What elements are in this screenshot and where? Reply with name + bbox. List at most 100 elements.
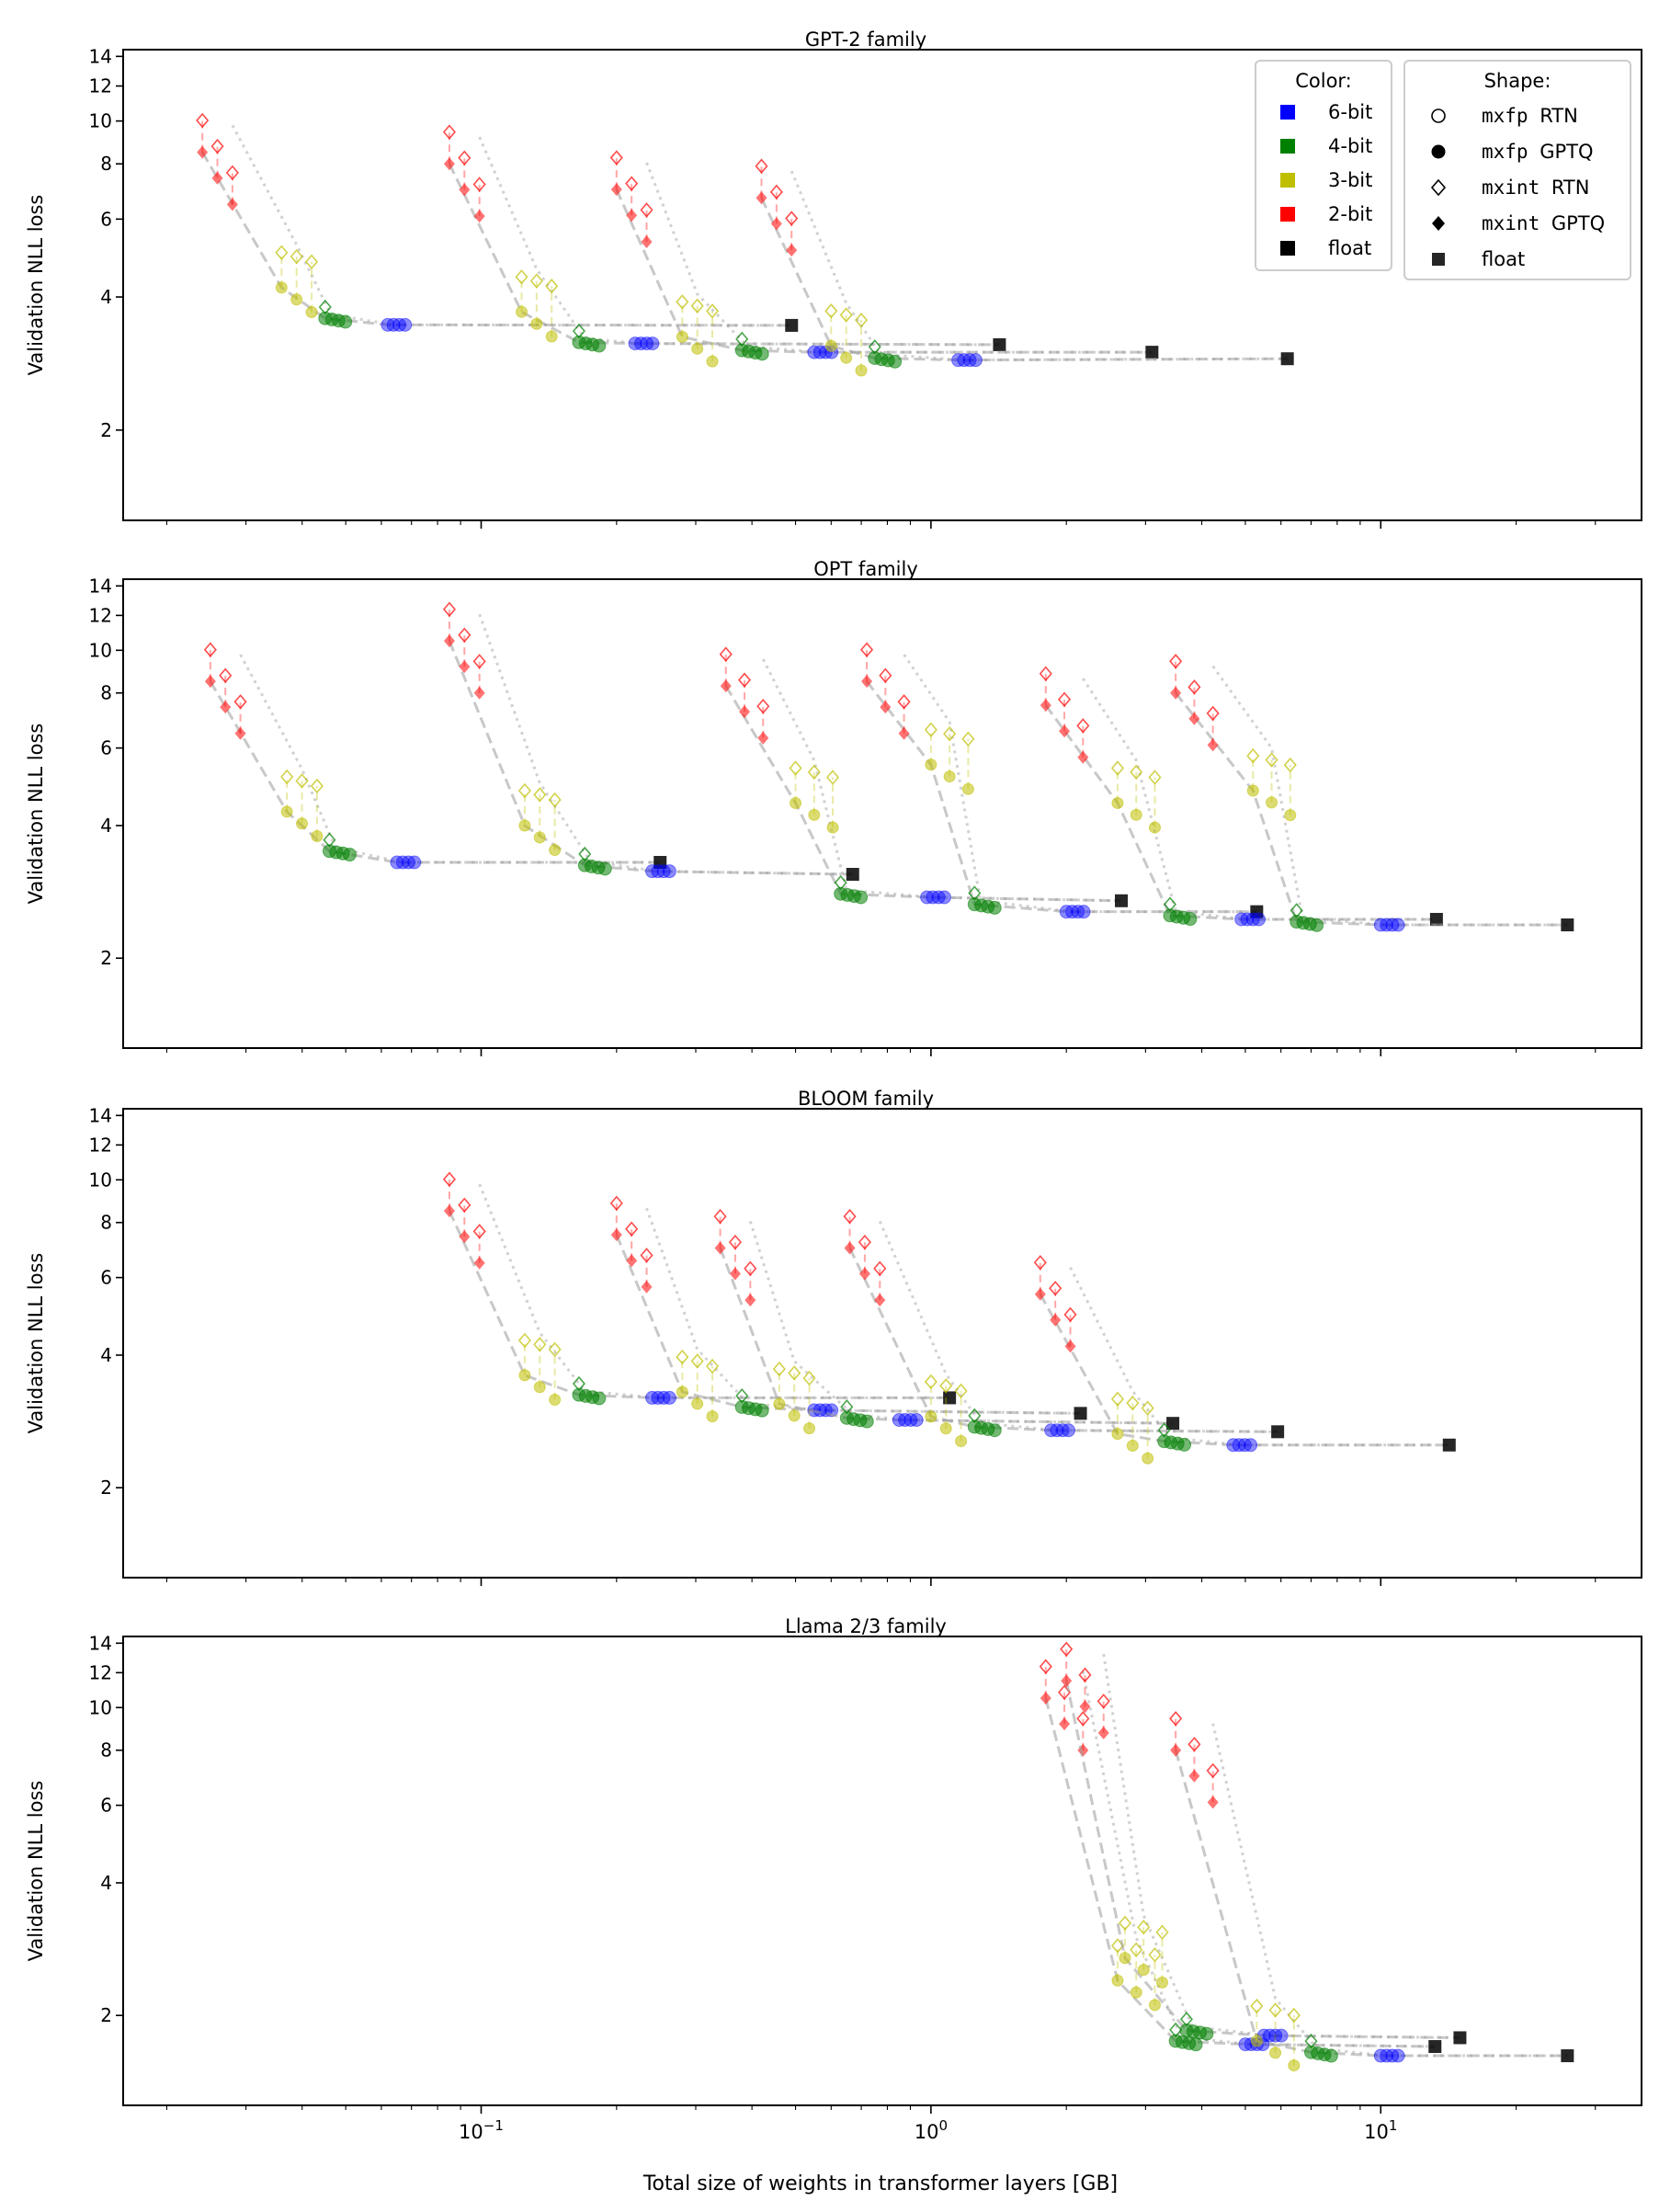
point-3bit-rtn <box>1148 770 1162 785</box>
trend-line-rtn <box>231 124 792 327</box>
point-3bit-gptq <box>275 281 288 294</box>
point-3bit-gptq <box>515 305 528 318</box>
point-3bit-gptq <box>1119 1952 1131 1965</box>
point-2bit-gptq <box>858 1267 870 1281</box>
point-3bit-rtn <box>1137 1919 1151 1935</box>
point-6bit-gptq <box>962 353 977 368</box>
point-3bit-gptq <box>790 796 802 809</box>
legend-marker-3 <box>1432 216 1445 231</box>
point-3bit-rtn <box>1130 1942 1143 1957</box>
point-float <box>1453 2031 1467 2045</box>
point-3bit-rtn <box>1110 1391 1125 1407</box>
point-6bit-gptq <box>656 1390 671 1405</box>
point-2bit-gptq <box>610 1228 622 1242</box>
point-2bit-rtn <box>609 150 623 165</box>
point-2bit-gptq <box>1079 1700 1091 1714</box>
point-3bit-rtn <box>705 1358 720 1374</box>
point-2bit-gptq <box>443 634 455 648</box>
point-2bit-gptq <box>1170 1743 1182 1757</box>
y-tick-label: 2 <box>100 947 112 969</box>
legend-marker-4 <box>1432 253 1445 266</box>
point-2bit-rtn <box>755 158 768 174</box>
point-2bit-rtn <box>897 694 911 710</box>
point-6bit-gptq <box>892 1413 906 1428</box>
point-6bit-gptq <box>1061 1423 1075 1438</box>
point-3bit-gptq <box>518 819 531 832</box>
model-series <box>442 1171 957 1406</box>
point-2bit-gptq <box>739 705 751 719</box>
point-2bit-rtn <box>1058 691 1072 707</box>
point-3bit-gptq <box>305 306 318 319</box>
point-float <box>1442 1438 1456 1452</box>
point-2bit-gptq <box>1059 1717 1071 1731</box>
point-3bit-rtn <box>954 1383 968 1399</box>
point-float <box>1166 1417 1180 1431</box>
point-3bit-gptq <box>1137 1964 1150 1977</box>
point-6bit-gptq <box>903 1413 918 1428</box>
point-6bit-gptq <box>390 855 404 870</box>
point-2bit-rtn <box>625 1221 639 1237</box>
point-2bit-rtn <box>1187 1737 1201 1752</box>
point-2bit-gptq <box>473 1256 485 1270</box>
point-3bit-rtn <box>275 245 289 260</box>
point-4bit-rtn <box>1290 903 1303 918</box>
point-6bit-gptq <box>386 317 401 332</box>
point-float <box>943 1391 957 1405</box>
point-6bit-gptq <box>1232 1438 1246 1453</box>
point-2bit-gptq <box>770 217 782 231</box>
legend-shape-box <box>1403 60 1631 280</box>
point-4bit-gptq <box>342 848 357 862</box>
point-6bit-gptq <box>898 1413 913 1428</box>
point-4bit-rtn <box>578 846 592 862</box>
model-series <box>719 646 1129 907</box>
y-axis-label: Validation NLL loss <box>25 1781 47 1962</box>
point-6bit-gptq <box>395 855 410 870</box>
point-6bit-gptq <box>1055 1423 1070 1438</box>
point-2bit-rtn <box>879 667 892 683</box>
y-tick-label: 4 <box>100 815 112 837</box>
y-tick-label: 4 <box>100 286 112 308</box>
point-3bit-rtn <box>1268 2002 1282 2018</box>
point-6bit-gptq <box>1251 912 1266 927</box>
y-tick-label: 6 <box>100 1795 112 1817</box>
point-2bit-rtn <box>196 112 210 129</box>
point-float <box>1271 1425 1285 1439</box>
point-2bit-rtn <box>472 1224 486 1239</box>
point-3bit-gptq <box>1142 1452 1154 1465</box>
y-tick-label: 2 <box>100 1477 112 1499</box>
model-series <box>1033 1255 1456 1465</box>
point-2bit-rtn <box>858 1234 871 1250</box>
point-4bit-gptq <box>1188 2037 1203 2052</box>
point-4bit-rtn <box>572 1375 585 1392</box>
point-4bit-rtn <box>318 299 332 315</box>
point-3bit-rtn <box>1265 752 1278 768</box>
point-float <box>1115 894 1129 907</box>
y-tick-label: 8 <box>100 682 112 704</box>
point-2bit-rtn <box>472 177 486 192</box>
point-3bit-rtn <box>690 298 704 314</box>
trend-line-rtn <box>903 654 1257 914</box>
point-2bit-rtn <box>1206 705 1220 722</box>
point-6bit-gptq <box>645 864 660 879</box>
y-tick-label: 14 <box>89 575 112 597</box>
point-2bit-rtn <box>472 654 486 669</box>
point-3bit-gptq <box>808 808 821 821</box>
point-3bit-gptq <box>826 821 839 834</box>
point-3bit-gptq <box>1284 809 1297 822</box>
point-2bit-rtn <box>442 124 457 140</box>
legend-shape: Shape: mxfp RTN mxfp GPTQ mxint RTN mxint GP… <box>1403 60 1631 280</box>
point-4bit-gptq <box>1324 2048 1338 2063</box>
point-3bit-rtn <box>295 773 309 789</box>
point-4bit-rtn <box>572 323 585 339</box>
model-series <box>1169 1711 1574 2072</box>
point-3bit-rtn <box>802 1370 816 1386</box>
point-3bit-gptq <box>706 355 719 368</box>
point-3bit-rtn <box>1250 1998 1264 2014</box>
y-tick-label: 12 <box>89 604 112 626</box>
point-3bit-gptq <box>676 330 688 343</box>
point-6bit-gptq <box>407 855 422 870</box>
model-series <box>843 1208 1285 1447</box>
plot-frame <box>122 1108 1642 1579</box>
point-3bit-rtn <box>1283 757 1297 773</box>
legend-entry-label: mxfp RTN <box>1482 105 1578 127</box>
